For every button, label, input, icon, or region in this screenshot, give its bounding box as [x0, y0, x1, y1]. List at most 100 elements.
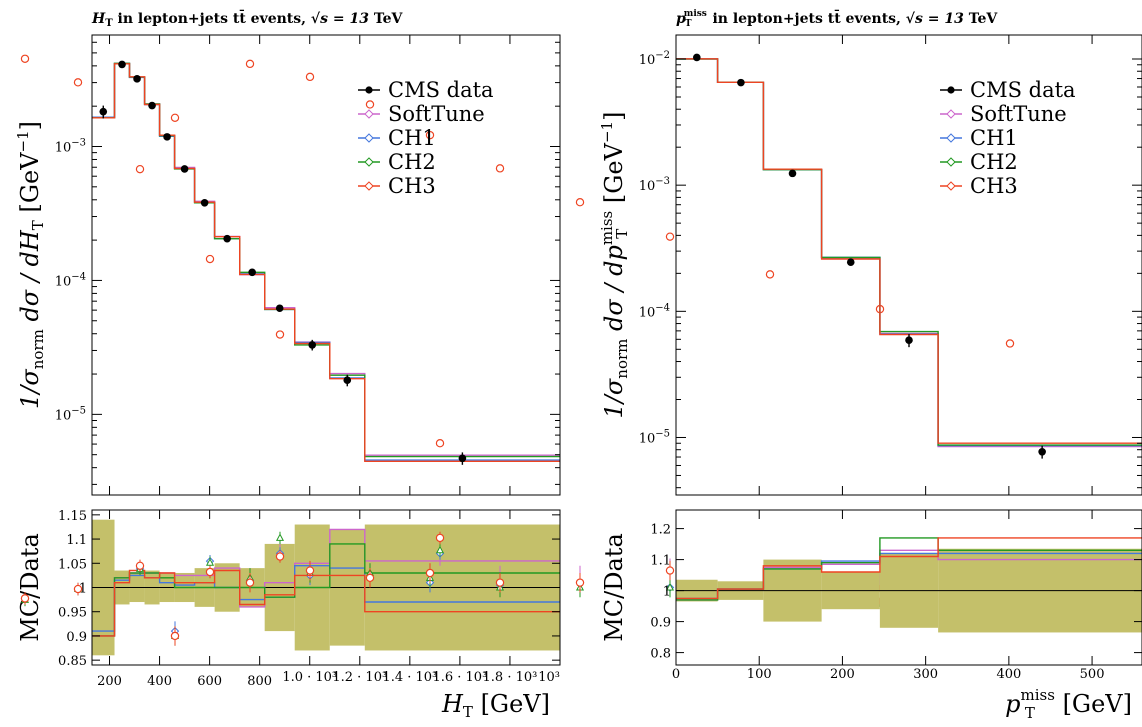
ratio-tick-label: 1: [663, 585, 671, 600]
series-line-ch3: [676, 58, 1142, 444]
y-tick-label: 10−3: [639, 176, 670, 194]
legend-marker-data: [365, 86, 373, 94]
ratio-marker: [665, 566, 675, 575]
legend-marker-ch3: [364, 181, 374, 191]
legend-marker-softtune: [946, 109, 956, 119]
mc-marker: [575, 198, 585, 207]
ratio-tick-label: 1.05: [58, 557, 87, 572]
ratio-line-ch3: [92, 569, 560, 637]
mc-marker: [20, 54, 30, 63]
data-point: [148, 101, 156, 110]
ratio-tick-label: 0.8: [650, 647, 671, 662]
x-tick-label: 100: [747, 667, 772, 682]
y-axis-label: 1/σnorm dσ / dpmissT [GeV−1]: [598, 112, 631, 419]
legend-label-ch3: CH3: [970, 174, 1018, 198]
mc-marker: [435, 438, 445, 448]
y-tick-label: 10−5: [639, 428, 670, 446]
ratio-line-ch3: [676, 537, 1142, 600]
mc-marker: [135, 164, 145, 174]
ratio-marker: [275, 552, 285, 561]
data-point: [343, 376, 352, 384]
y-tick-label: 10−2: [639, 50, 670, 68]
data-point: [223, 234, 231, 243]
ratio-marker: [435, 545, 445, 554]
legend-label-ch1: CH1: [970, 126, 1018, 150]
data-point: [163, 133, 171, 141]
legend-marker-ch3: [946, 181, 956, 191]
mc-marker: [73, 78, 83, 87]
x-tick-label: 200: [97, 674, 122, 689]
ratio-marker: [20, 594, 30, 603]
data-point: [118, 60, 126, 69]
data-point: [905, 336, 913, 345]
data-point: [200, 198, 209, 207]
mc-marker: [665, 232, 675, 241]
ratio-tick-label: 1.1: [66, 533, 87, 548]
series-line-softtune: [676, 58, 1142, 448]
legend-label-data: CMS data: [388, 78, 494, 102]
ratio-tick-label: 1.1: [650, 554, 671, 569]
data-point: [693, 53, 701, 62]
data-point: [248, 268, 256, 277]
y-tick-label: 10−4: [55, 271, 86, 289]
ratio-marker: [435, 533, 445, 543]
ratio-marker: [305, 566, 315, 575]
legend-marker-data: [947, 86, 955, 94]
legend-label-softtune: SoftTune: [970, 102, 1067, 126]
y-axis-label: 1/σnorm dσ / dHT [GeV−1]: [14, 121, 47, 409]
x-tick-label: 400: [147, 674, 172, 689]
chart-title: HT in lepton+jets tt̄ events, √s = 13 Te…: [91, 8, 404, 29]
mc-marker: [245, 59, 255, 69]
legend-marker-ch1: [364, 133, 374, 143]
legend-marker-softtune: [364, 109, 374, 119]
ratio-marker: [275, 533, 285, 541]
main-plot-frame: [91, 34, 561, 496]
ratio-marker: [170, 631, 180, 641]
ratio-tick-label: 0.9: [650, 616, 671, 631]
x-tick-label-sci: 1.6 · 10³: [432, 670, 487, 685]
data-point: [133, 75, 141, 83]
x-tick-label-sci: 1.8 · 10³: [483, 670, 538, 685]
x-tick-label: 800: [247, 674, 272, 689]
ratio-marker: [135, 561, 145, 571]
main-plot-frame: [675, 34, 1142, 496]
series-line-ch1: [676, 58, 1142, 447]
ratio-marker: [73, 584, 83, 594]
legend-marker-ch2: [946, 157, 956, 167]
x-tick-label-sci: 10³: [538, 670, 560, 685]
ratio-marker: [365, 573, 375, 583]
data-point: [737, 78, 745, 87]
legend-label-ch1: CH1: [388, 126, 436, 150]
mc-marker: [765, 270, 775, 279]
legend-marker-ch1: [946, 133, 956, 143]
ratio-tick-label: 0.85: [58, 654, 87, 669]
x-axis-label: pmiss T [GeV]: [1005, 686, 1132, 722]
data-point: [180, 165, 189, 173]
legend-label-ch2: CH2: [970, 150, 1018, 174]
y-tick-label: 10−4: [639, 302, 670, 320]
x-tick-label-sci: 1.4 · 10³: [382, 670, 437, 685]
ratio-axis-label: MC/Data: [16, 533, 44, 642]
x-tick-label: 400: [996, 667, 1021, 682]
series-line-ch2: [676, 58, 1142, 446]
mc-marker: [305, 72, 315, 82]
data-point: [308, 341, 317, 349]
ratio-tick-label: 0.9: [66, 630, 87, 645]
ratio-marker: [495, 578, 505, 587]
ratio-marker: [205, 567, 215, 577]
mc-marker: [170, 113, 180, 122]
x-axis-label: HT [GeV]: [441, 690, 550, 721]
series-line-ch2: [92, 62, 560, 458]
ratio-tick-label: 1.2: [650, 523, 671, 538]
data-point: [788, 169, 797, 178]
ratio-marker: [245, 578, 255, 587]
x-tick-label-sci: 1.0 · 10³: [282, 670, 337, 685]
x-tick-label: 300: [913, 667, 938, 682]
mc-marker: [275, 330, 285, 339]
data-point: [458, 454, 467, 463]
mc-marker: [365, 100, 375, 109]
data-point: [99, 107, 108, 116]
legend-label-data: CMS data: [970, 78, 1076, 102]
